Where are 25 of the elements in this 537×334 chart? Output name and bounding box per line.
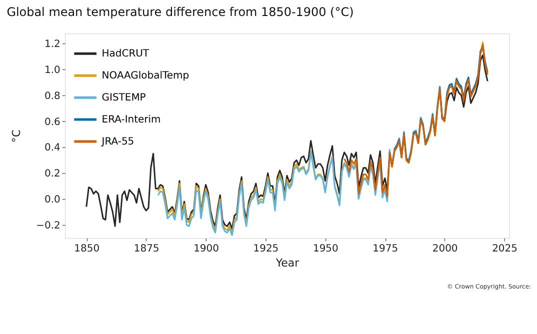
x-tick-label: 1875 bbox=[134, 243, 160, 254]
x-axis-title: Year bbox=[274, 256, 300, 270]
x-tick-label: 1850 bbox=[74, 243, 100, 254]
x-tick-label: 2025 bbox=[492, 243, 518, 254]
x-tick-label: 1900 bbox=[194, 243, 219, 254]
y-tick-label: 0.6 bbox=[44, 116, 60, 128]
y-tick-label: 0.2 bbox=[44, 168, 60, 180]
legend-label: GISTEMP bbox=[102, 92, 146, 104]
x-tick-label: 2000 bbox=[432, 243, 458, 254]
x-tick-label: 1925 bbox=[253, 243, 279, 254]
x-tick-label: 1950 bbox=[312, 243, 338, 254]
y-axis-title: °C bbox=[10, 129, 24, 143]
legend-label: ERA-Interim bbox=[102, 114, 161, 126]
y-tick-label: 0.0 bbox=[44, 194, 60, 206]
chart-title: Global mean temperature difference from 1850-1900 (°C) bbox=[6, 5, 354, 20]
line-series bbox=[344, 44, 488, 198]
y-tick-label: −0.2 bbox=[36, 220, 60, 232]
legend-label: JRA-55 bbox=[100, 136, 134, 148]
y-tick-label: 0.8 bbox=[44, 90, 60, 102]
x-tick-label: 1975 bbox=[372, 243, 398, 254]
y-tick-label: 0.4 bbox=[44, 142, 60, 154]
y-tick-label: 1.0 bbox=[44, 64, 60, 76]
y-tick-label: 1.2 bbox=[44, 39, 60, 50]
legend-label: NOAAGlobalTemp bbox=[102, 70, 190, 82]
legend-label: HadCRUT bbox=[102, 48, 150, 60]
